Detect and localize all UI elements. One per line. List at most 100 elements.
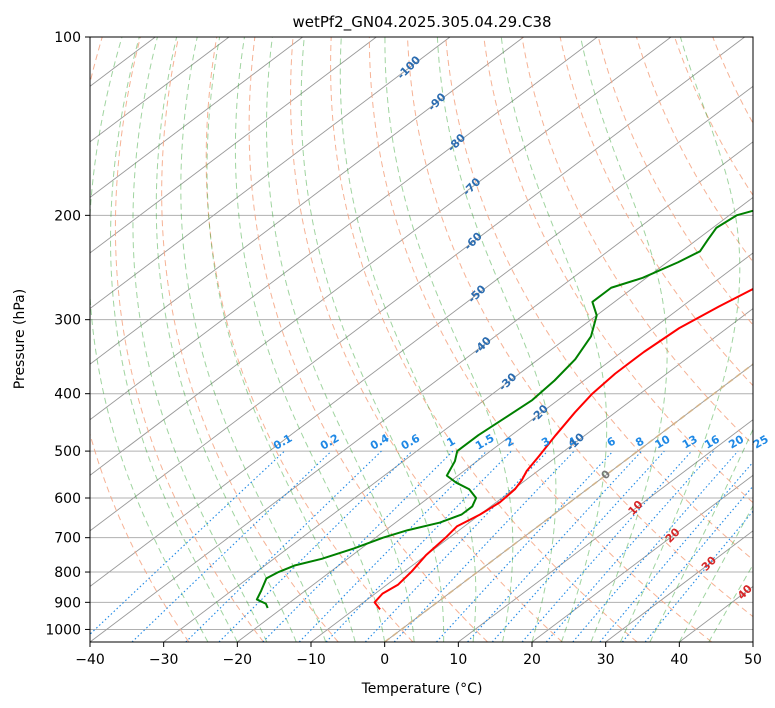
- mixing-ratio-label: 2: [503, 435, 516, 450]
- moist-adiabat-line: [90, 37, 209, 642]
- moist-adiabat-line: [300, 37, 445, 642]
- x-tick-label: 0: [380, 652, 389, 668]
- isotherm-value-label: -10: [564, 430, 587, 453]
- isotherm-value-label: 10: [626, 498, 646, 518]
- moist-adiabat-line: [339, 37, 477, 642]
- mixing-ratio-label: 20: [726, 432, 746, 451]
- isotherm-line: [90, 37, 230, 143]
- y-tick-label: 700: [54, 531, 81, 547]
- moist-adiabat-line: [580, 37, 668, 642]
- moist-adiabat-line: [110, 37, 238, 642]
- dry-adiabat-line: [712, 37, 753, 125]
- reference-lines-layer: [90, 37, 753, 642]
- plot-frame: [89, 36, 754, 643]
- isotherm-value-label: -80: [445, 131, 468, 154]
- isotherm-line: [90, 37, 303, 198]
- isotherm-value-label: -40: [471, 334, 494, 357]
- temperature-line: [373, 287, 753, 610]
- moist-adiabat-line: [132, 37, 268, 642]
- x-tick-label: −40: [75, 652, 105, 668]
- mixing-ratio-line: [364, 450, 548, 642]
- dry-adiabat-line: [114, 37, 264, 642]
- isotherm-value-label: -100: [394, 53, 423, 82]
- isotherm-line: [90, 37, 672, 476]
- dry-adiabat-line: [483, 37, 753, 504]
- mixing-ratio-line: [262, 450, 454, 642]
- mixing-ratio-line: [90, 450, 285, 635]
- mixing-ratio-line: [491, 450, 665, 642]
- mixing-ratio-line: [298, 450, 488, 642]
- moist-adiabat-line: [649, 428, 753, 642]
- isotherm-value-label: 30: [699, 554, 719, 574]
- moist-adiabat-line: [436, 37, 557, 642]
- mixing-ratio-label: 8: [633, 435, 646, 450]
- isotherm-value-label: 20: [663, 525, 683, 545]
- isotherm-line: [90, 37, 451, 310]
- isotherm-line: [679, 585, 753, 642]
- isotherm-line: [90, 85, 753, 587]
- moist-adiabat-line: [384, 37, 514, 642]
- mixing-ratio-line: [218, 450, 413, 642]
- moist-adiabat-line: [678, 504, 753, 642]
- mixing-ratio-line: [393, 450, 575, 642]
- dry-adiabat-line: [559, 37, 753, 387]
- x-tick-label: −30: [149, 652, 179, 668]
- dry-adiabat-line: [445, 37, 753, 561]
- x-tick-label: 10: [449, 652, 467, 668]
- y-tick-label: 100: [54, 30, 81, 46]
- y-tick-label: 1000: [45, 622, 81, 638]
- dewpoint-line: [255, 209, 753, 609]
- x-tick-label: 40: [670, 652, 688, 668]
- mixing-ratio-line: [644, 510, 753, 642]
- mixing-ratio-label: 1: [445, 435, 458, 450]
- y-tick-label: 800: [54, 565, 81, 581]
- isotherm-value-label: -30: [496, 370, 519, 393]
- x-tick-label: −10: [296, 652, 326, 668]
- y-tick-label: 900: [54, 595, 81, 611]
- y-axis-title: Pressure (hPa): [12, 289, 28, 389]
- mixing-ratio-line: [572, 450, 739, 642]
- moist-adiabat-line: [500, 37, 608, 642]
- x-axis-title: Temperature (°C): [361, 681, 483, 697]
- isotherm-line: [163, 196, 753, 642]
- isotherm-line: [384, 363, 753, 642]
- axis-layer: −40 −30 −20 −10 0 10 20 30 40 50 1000 900 800 700 600 5…: [45, 30, 762, 668]
- mixing-ratio-line: [599, 461, 753, 642]
- moist-adiabat-line: [155, 37, 297, 642]
- isotherm-value-label: -20: [528, 402, 551, 425]
- moist-adiabat-line: [266, 37, 415, 642]
- isotherm-line: [310, 308, 753, 642]
- grid-layer: [90, 37, 753, 642]
- x-tick-label: 30: [597, 652, 615, 668]
- isotherm-value-label: 40: [735, 582, 755, 602]
- freezing-isotherm-line: [384, 363, 753, 642]
- moist-adiabat-line: [619, 37, 741, 642]
- isotherm-value-label: -70: [460, 175, 483, 198]
- dry-adiabat-line: [635, 37, 753, 263]
- isotherm-line: [90, 37, 745, 532]
- dry-adiabat-line: [674, 37, 753, 197]
- y-tick-label: 600: [54, 491, 81, 507]
- mixing-ratio-line: [185, 450, 382, 642]
- mixing-ratio-label: 0.4: [368, 431, 392, 452]
- isotherm-line: [752, 641, 753, 642]
- isotherm-value-label: -50: [465, 282, 488, 305]
- mixing-ratio-label: 6: [605, 434, 618, 449]
- isotherm-line: [90, 37, 377, 254]
- y-tick-label: 200: [54, 208, 81, 224]
- mixing-ratio-line: [521, 450, 693, 642]
- y-tick-label: 400: [54, 387, 81, 403]
- moist-adiabat-line: [206, 37, 356, 642]
- dry-adiabat-line: [161, 37, 339, 642]
- mixing-ratio-label: 25: [751, 433, 771, 452]
- moist-adiabat-line: [234, 37, 386, 642]
- annotation-label-layer: 0.1 0.2 0.4 0.6 1 1.5 2 3 4 6 8 10 13 16 20 25-100-90-8…: [271, 53, 771, 602]
- isotherm-line: [90, 141, 753, 642]
- dry-adiabat-line: [407, 37, 753, 618]
- mixing-ratio-label: 16: [702, 432, 722, 451]
- chart-title: wetPf2_GN04.2025.305.04.29.C38: [292, 13, 551, 32]
- dry-adiabat-line: [368, 37, 713, 642]
- y-tick-label: 500: [54, 444, 81, 460]
- isotherm-line: [90, 37, 524, 365]
